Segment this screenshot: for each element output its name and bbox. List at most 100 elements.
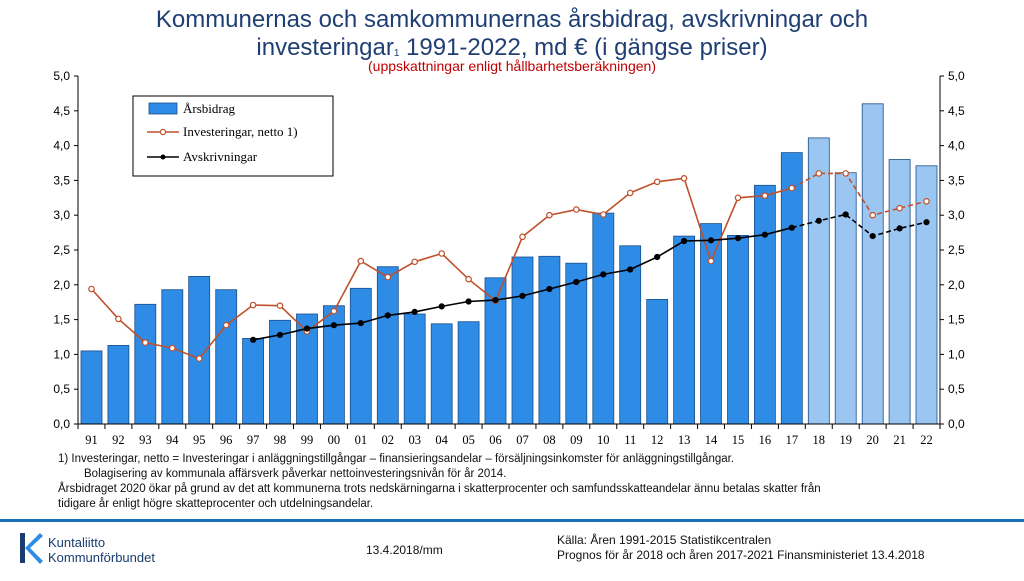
bar-21 <box>888 159 911 425</box>
x-tick-label-22: 22 <box>920 433 933 447</box>
investment-point-01 <box>357 257 365 265</box>
logo-line1: Kuntaliitto <box>48 535 106 550</box>
bar-93 <box>134 303 157 425</box>
investment-point-17 <box>788 184 796 192</box>
y-tick-label-right: 2,5 <box>948 243 965 257</box>
footnote-2: Bolagisering av kommunala affärsverk påv… <box>84 468 507 480</box>
depreciation-point-16 <box>761 231 769 238</box>
y-tick-label-left: 5,0 <box>53 69 70 83</box>
x-tick-label-10: 10 <box>597 433 610 447</box>
depreciation-point-22 <box>923 219 930 226</box>
bar-15 <box>727 234 749 425</box>
x-tick-label-99: 99 <box>301 433 314 447</box>
x-tick-label-18: 18 <box>813 433 826 447</box>
x-tick-label-98: 98 <box>274 433 287 447</box>
investment-point-97 <box>249 301 257 309</box>
depreciation-point-20 <box>869 233 876 240</box>
y-tick-label-right: 4,0 <box>948 139 965 153</box>
y-tick-label-right: 3,5 <box>948 173 965 187</box>
y-tick-label-left: 1,5 <box>53 313 70 327</box>
chart-title-line1: Kommunernas och samkommunernas årsbidrag… <box>155 6 869 33</box>
depreciation-point-12 <box>654 253 661 261</box>
logo-line2: Kommunförbundet <box>48 550 155 565</box>
x-tick-label-16: 16 <box>759 433 772 447</box>
depreciation-point-08 <box>546 285 553 293</box>
depreciation-point-98 <box>276 331 284 338</box>
depreciation-line-forecast <box>791 213 927 237</box>
x-tick-label-95: 95 <box>193 433 206 447</box>
depreciation-point-11 <box>627 266 634 273</box>
bar-12 <box>646 298 669 425</box>
chart-title-line2: investeringar1 1991-2022, md € (i gängse… <box>0 34 1024 62</box>
bars-layer <box>80 103 938 425</box>
bar-18 <box>807 137 830 425</box>
x-tick-label-05: 05 <box>462 433 475 447</box>
x-tick-label-09: 09 <box>570 433 583 447</box>
y-tick-label-right: 0,0 <box>948 417 965 431</box>
depreciation-point-19 <box>842 211 849 218</box>
footer-source: Källa: Åren 1991-2015 Statistikcentralen… <box>557 533 925 563</box>
bar-09 <box>565 262 588 425</box>
x-tick-label-19: 19 <box>839 433 852 447</box>
depreciation-point-15 <box>734 235 742 242</box>
investment-point-07 <box>519 233 526 241</box>
lines-layer <box>88 170 930 362</box>
investment-point-14 <box>707 257 715 265</box>
y-tick-label-left: 3,0 <box>53 208 70 222</box>
bar-02 <box>376 266 399 425</box>
bar-04 <box>430 323 453 425</box>
legend-swatch-investment-marker <box>159 128 167 136</box>
investment-point-00 <box>330 307 338 315</box>
investment-point-93 <box>142 339 149 346</box>
depreciation-point-99 <box>303 325 311 332</box>
footnote-3: Årsbidraget 2020 ökar på grund av det at… <box>58 483 821 495</box>
y-tick-label-left: 1,0 <box>53 347 70 361</box>
y-tick-label-left: 0,0 <box>53 417 70 431</box>
x-tick-label-02: 02 <box>382 433 395 447</box>
investment-point-03 <box>411 258 419 266</box>
x-tick-label-20: 20 <box>866 433 879 447</box>
x-tick-label-01: 01 <box>355 433 368 447</box>
footer-date: 13.4.2018/mm <box>366 543 443 557</box>
depreciation-point-21 <box>896 225 903 232</box>
legend: Årsbidrag Investeringar, netto 1) Avskri… <box>132 95 334 177</box>
investment-point-91 <box>88 285 95 293</box>
investment-point-16 <box>761 192 769 200</box>
bar-14 <box>700 223 722 425</box>
footer-divider <box>0 519 1024 522</box>
legend-label-avskrivningar: Avskrivningar <box>183 149 258 164</box>
y-tick-label-right: 4,5 <box>948 104 965 118</box>
x-tick-label-03: 03 <box>408 433 421 447</box>
bar-01 <box>349 287 372 425</box>
source-line1: Källa: Åren 1991-2015 Statistikcentralen <box>557 533 772 547</box>
bar-97 <box>242 337 265 425</box>
depreciation-point-07 <box>519 292 526 299</box>
investment-point-98 <box>276 302 284 310</box>
y-tick-label-right: 0,5 <box>948 382 965 396</box>
x-tick-label-15: 15 <box>732 433 745 447</box>
investment-point-11 <box>626 189 634 197</box>
depreciation-point-17 <box>788 224 795 231</box>
y-tick-label-right: 3,0 <box>948 208 965 222</box>
bar-08 <box>538 255 561 425</box>
x-tick-label-07: 07 <box>516 433 529 447</box>
y-tick-label-left: 3,5 <box>53 173 70 187</box>
depreciation-point-01 <box>357 320 364 327</box>
bar-92 <box>107 344 130 425</box>
investment-point-92 <box>115 315 122 323</box>
investment-point-95 <box>195 355 203 362</box>
depreciation-point-02 <box>384 312 391 319</box>
investment-point-22 <box>923 198 930 205</box>
depreciation-point-18 <box>815 217 822 224</box>
investment-point-18 <box>815 170 823 177</box>
chart-title-line2b: 1991-2022, md € (i gängse priser) <box>399 34 768 61</box>
investment-point-10 <box>599 211 607 218</box>
investment-line-forecast <box>791 172 927 217</box>
x-tick-label-06: 06 <box>489 433 502 447</box>
legend-label-arsbidrag: Årsbidrag <box>183 101 235 116</box>
investment-point-20 <box>869 211 877 219</box>
title-footnote-marker: 1 <box>393 48 400 59</box>
footnote-4: tidigare år enligt högre skatteprocenter… <box>58 498 374 510</box>
y-tick-label-right: 2,0 <box>948 278 965 292</box>
